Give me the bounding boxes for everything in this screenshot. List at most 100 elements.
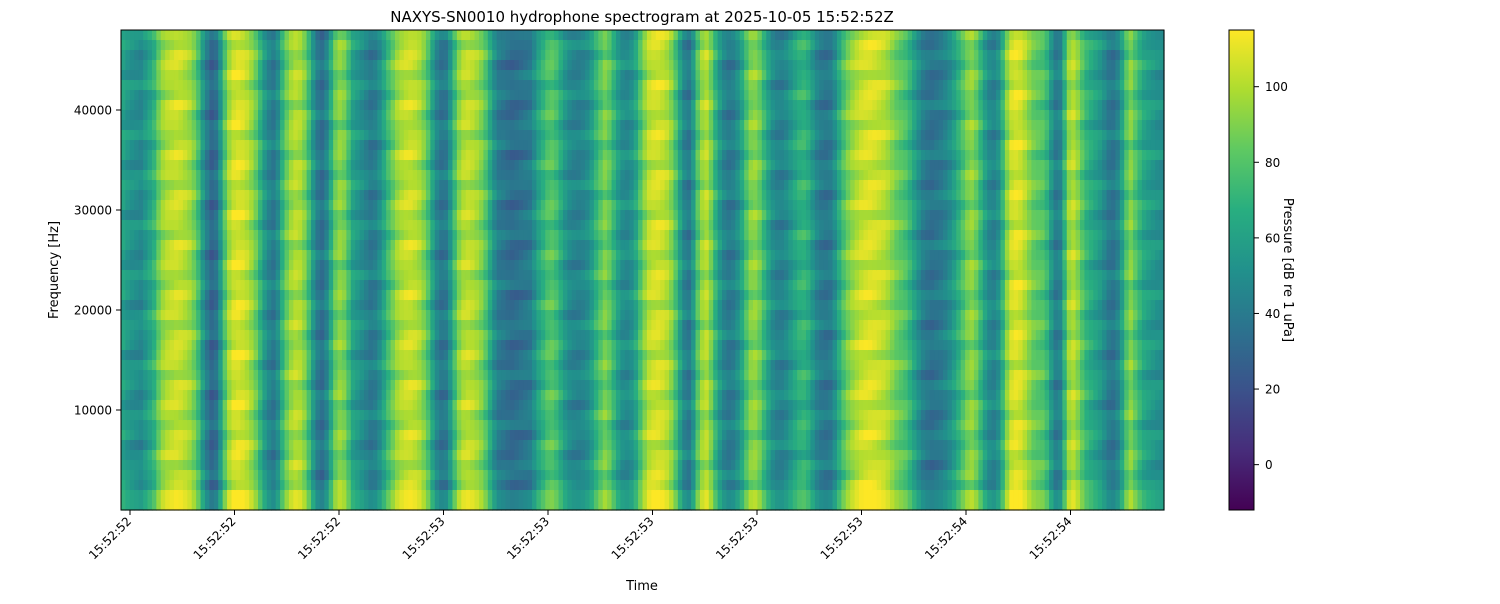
heatmap-cell (289, 490, 294, 501)
heatmap-cell (368, 240, 373, 251)
heatmap-cell (528, 40, 533, 51)
heatmap-cell (382, 330, 387, 341)
heatmap-cell (307, 270, 312, 281)
heatmap-cell (271, 50, 276, 61)
heatmap-cell (519, 360, 524, 371)
heatmap-cell (218, 490, 223, 501)
heatmap-cell (461, 260, 466, 271)
heatmap-cell (488, 130, 493, 141)
heatmap-cell (285, 340, 290, 351)
heatmap-cell (426, 160, 431, 171)
heatmap-cell (448, 220, 453, 231)
heatmap-cell (377, 490, 382, 501)
heatmap-cell (545, 280, 550, 291)
heatmap-cell (567, 40, 572, 51)
heatmap-cell (187, 450, 192, 461)
heatmap-cell (333, 330, 338, 341)
heatmap-cell (329, 90, 334, 101)
heatmap-cell (470, 470, 475, 481)
heatmap-cell (223, 110, 228, 121)
heatmap-cell (377, 140, 382, 151)
heatmap-cell (461, 30, 466, 41)
heatmap-cell (545, 260, 550, 271)
heatmap-cell (156, 390, 161, 401)
heatmap-cell (550, 480, 555, 491)
heatmap-cell (430, 470, 435, 481)
heatmap-cell (254, 260, 259, 271)
heatmap-cell (249, 330, 254, 341)
heatmap-cell (139, 260, 144, 271)
heatmap-cell (134, 310, 139, 321)
heatmap-cell (196, 230, 201, 241)
heatmap-cell (567, 130, 572, 141)
heatmap-cell (130, 120, 135, 131)
heatmap-cell (187, 130, 192, 141)
heatmap-cell (514, 290, 519, 301)
heatmap-cell (506, 40, 511, 51)
heatmap-cell (329, 330, 334, 341)
heatmap-cell (523, 250, 528, 261)
heatmap-cell (510, 490, 515, 501)
heatmap-cell (156, 240, 161, 251)
heatmap-cell (377, 320, 382, 331)
heatmap-cell (430, 250, 435, 261)
heatmap-cell (351, 480, 356, 491)
heatmap-cell (399, 400, 404, 411)
heatmap-cell (550, 420, 555, 431)
heatmap-cell (236, 430, 241, 441)
heatmap-cell (514, 210, 519, 221)
heatmap-cell (227, 500, 232, 511)
heatmap-cell (532, 150, 537, 161)
heatmap-cell (192, 140, 197, 151)
heatmap-cell (483, 440, 488, 451)
heatmap-cell (178, 500, 183, 511)
heatmap-cell (187, 390, 192, 401)
heatmap-cell (404, 160, 409, 171)
heatmap-cell (240, 350, 245, 361)
heatmap-cell (554, 60, 559, 71)
heatmap-cell (426, 30, 431, 41)
heatmap-cell (391, 360, 396, 371)
heatmap-cell (576, 370, 581, 381)
heatmap-cell (523, 280, 528, 291)
heatmap-cell (276, 480, 281, 491)
heatmap-cell (559, 70, 564, 81)
heatmap-cell (368, 130, 373, 141)
heatmap-cell (192, 330, 197, 341)
heatmap-cell (214, 310, 219, 321)
heatmap-cell (307, 230, 312, 241)
heatmap-cell (214, 430, 219, 441)
heatmap-cell (346, 470, 351, 481)
heatmap-cell (178, 450, 183, 461)
heatmap-cell (285, 190, 290, 201)
heatmap-cell (205, 190, 210, 201)
heatmap-cell (475, 450, 480, 461)
heatmap-cell (408, 450, 413, 461)
heatmap-cell (536, 190, 541, 201)
heatmap-cell (293, 360, 298, 371)
heatmap-cell (285, 330, 290, 341)
heatmap-cell (457, 490, 462, 501)
heatmap-cell (395, 90, 400, 101)
heatmap-cell (563, 110, 568, 121)
heatmap-cell (236, 110, 241, 121)
heatmap-cell (470, 490, 475, 501)
heatmap-cell (382, 260, 387, 271)
heatmap-cell (161, 80, 166, 91)
heatmap-cell (125, 480, 130, 491)
heatmap-cell (183, 130, 188, 141)
heatmap-cell (320, 250, 325, 261)
heatmap-cell (165, 390, 170, 401)
heatmap-cell (519, 400, 524, 411)
heatmap-cell (276, 320, 281, 331)
heatmap-cell (315, 180, 320, 191)
heatmap-cell (165, 120, 170, 131)
heatmap-cell (364, 150, 369, 161)
heatmap-cell (267, 190, 272, 201)
heatmap-cell (488, 350, 493, 361)
heatmap-cell (426, 500, 431, 511)
heatmap-cell (342, 340, 347, 351)
heatmap-cell (470, 230, 475, 241)
heatmap-cell (444, 460, 449, 471)
heatmap-cell (360, 320, 365, 331)
